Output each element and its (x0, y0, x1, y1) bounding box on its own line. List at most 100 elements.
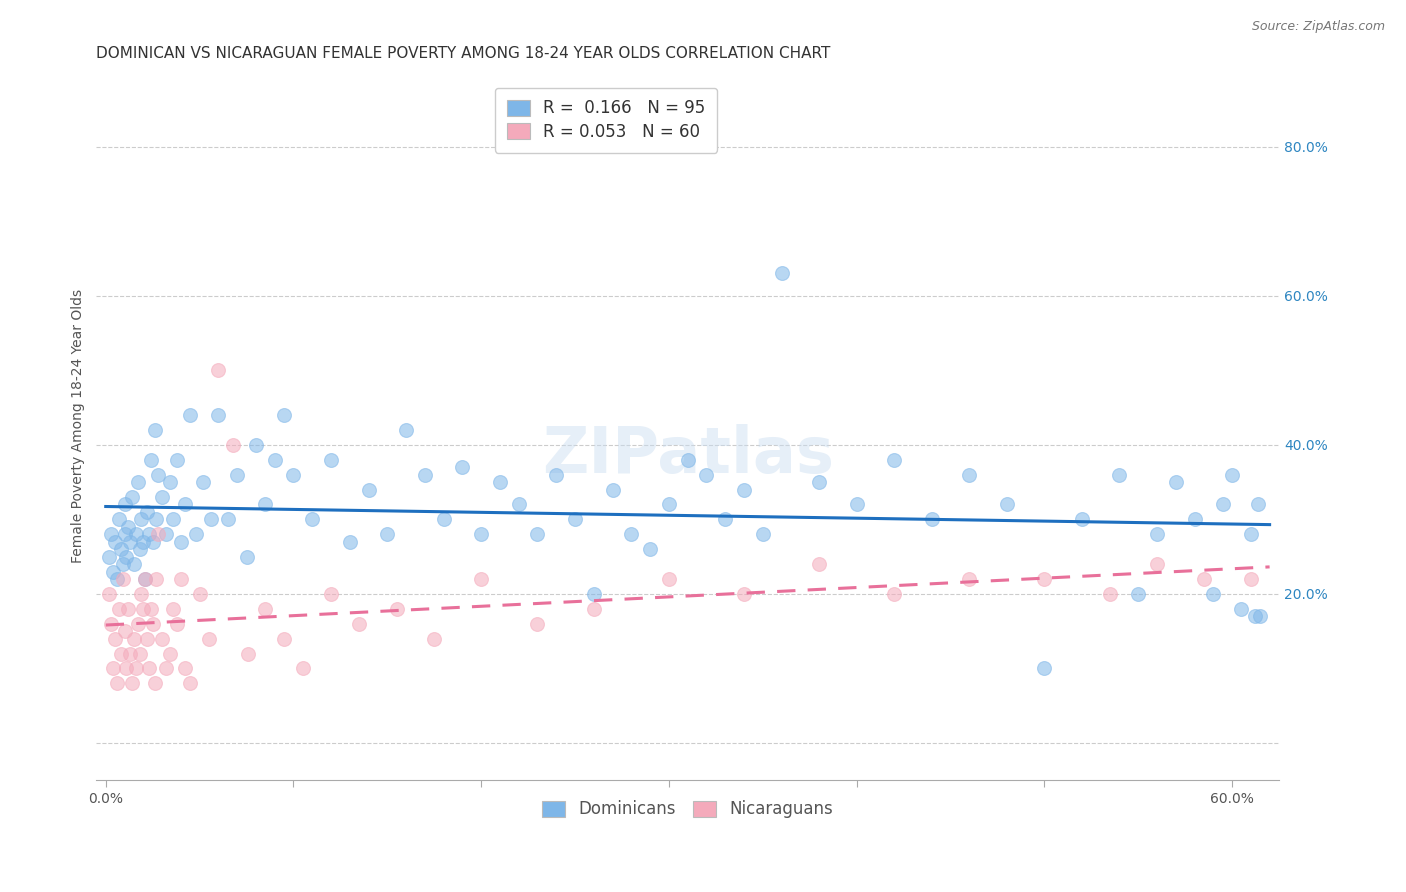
Point (1164, 475, 1187, 489)
Point (131, 587, 153, 601)
Point (222, 438, 245, 452)
Point (273, 632, 295, 646)
Point (658, 498, 681, 512)
Point (145, 572, 167, 586)
Point (136, 632, 159, 646)
Point (808, 475, 831, 489)
Point (105, 572, 128, 586)
Point (134, 572, 156, 586)
Point (150, 490, 173, 504)
Point (110, 542, 132, 557)
Point (127, 475, 149, 489)
Point (111, 557, 134, 571)
Text: Source: ZipAtlas.com: Source: ZipAtlas.com (1251, 20, 1385, 33)
Point (238, 647, 260, 661)
Point (207, 408, 229, 422)
Point (283, 467, 305, 482)
Point (546, 467, 568, 482)
Point (111, 572, 134, 586)
Point (142, 616, 165, 631)
Point (1146, 527, 1168, 541)
Point (301, 512, 323, 526)
Point (1192, 572, 1215, 586)
Point (122, 557, 145, 571)
Point (433, 512, 456, 526)
Point (339, 534, 361, 549)
Point (155, 527, 177, 541)
Point (155, 661, 177, 675)
Point (620, 527, 643, 541)
Point (117, 602, 139, 616)
Point (179, 408, 201, 422)
Point (319, 452, 342, 467)
Point (508, 498, 530, 512)
Point (957, 467, 980, 482)
Text: DOMINICAN VS NICARAGUAN FEMALE POVERTY AMONG 18-24 YEAR OLDS CORRELATION CHART: DOMINICAN VS NICARAGUAN FEMALE POVERTY A… (97, 46, 831, 62)
Point (148, 527, 170, 541)
Point (638, 542, 661, 557)
Point (845, 498, 868, 512)
Point (995, 498, 1018, 512)
Point (470, 572, 492, 586)
Point (145, 512, 167, 526)
Point (564, 512, 586, 526)
Point (103, 661, 125, 675)
Point (104, 534, 127, 549)
Point (470, 527, 492, 541)
Point (658, 572, 681, 586)
Point (125, 661, 148, 675)
Point (217, 512, 239, 526)
Point (526, 527, 548, 541)
Point (114, 624, 136, 639)
Point (143, 423, 166, 437)
Point (200, 512, 222, 526)
Point (128, 647, 150, 661)
Point (1070, 512, 1092, 526)
Point (1146, 557, 1168, 571)
Point (148, 467, 170, 482)
Point (127, 616, 149, 631)
Point (1202, 587, 1225, 601)
Point (173, 661, 195, 675)
Point (582, 587, 605, 601)
Point (451, 460, 474, 475)
Point (143, 676, 166, 690)
Point (375, 527, 398, 541)
Point (1212, 498, 1234, 512)
Point (883, 587, 905, 601)
Point (347, 616, 370, 631)
Point (808, 557, 831, 571)
Point (921, 512, 943, 526)
Point (770, 266, 793, 280)
Point (142, 534, 165, 549)
Point (714, 512, 737, 526)
Point (602, 483, 624, 497)
Point (173, 498, 195, 512)
Point (170, 572, 193, 586)
Point (159, 647, 181, 661)
Point (695, 467, 717, 482)
Point (1247, 498, 1270, 512)
Point (957, 572, 980, 586)
Point (138, 661, 160, 675)
Point (733, 483, 755, 497)
Text: ZIPatlas: ZIPatlas (541, 424, 834, 485)
Point (1240, 527, 1263, 541)
Point (115, 549, 138, 564)
Point (128, 542, 150, 557)
Point (883, 452, 905, 467)
Point (1108, 467, 1130, 482)
Point (526, 616, 548, 631)
Point (245, 438, 267, 452)
Point (1230, 602, 1253, 616)
Point (166, 616, 188, 631)
Point (254, 498, 277, 512)
Point (198, 632, 221, 646)
Point (120, 534, 142, 549)
Point (291, 661, 314, 675)
Point (385, 602, 408, 616)
Point (121, 490, 143, 504)
Point (100, 616, 122, 631)
Point (166, 452, 188, 467)
Point (676, 452, 699, 467)
